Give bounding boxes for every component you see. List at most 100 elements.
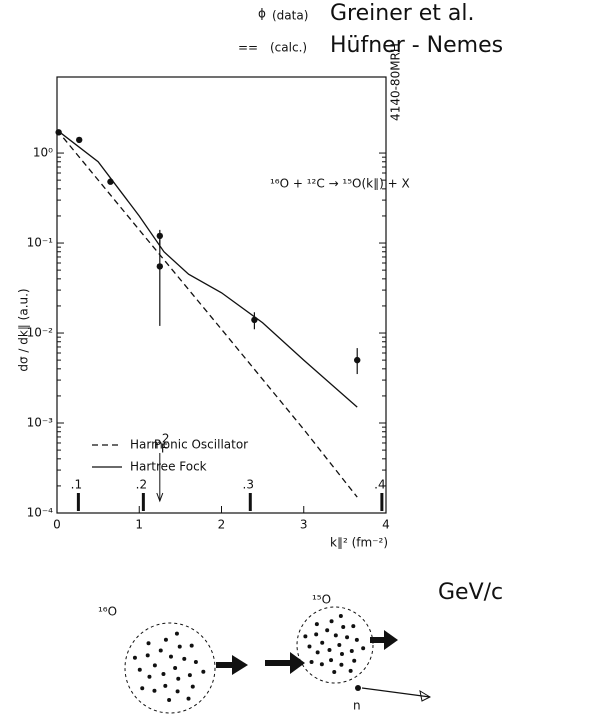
nucleon xyxy=(339,662,344,667)
data-point xyxy=(251,316,258,324)
nucleon xyxy=(186,696,191,701)
y-tick-label: 10⁻¹ xyxy=(27,236,54,250)
nucleon xyxy=(168,654,173,659)
curve xyxy=(56,129,358,408)
nucleon xyxy=(163,637,168,642)
nucleon xyxy=(146,641,151,646)
nucleon xyxy=(189,643,194,648)
nucleon xyxy=(167,697,172,702)
nucleon xyxy=(173,666,178,670)
nucleon xyxy=(175,689,180,694)
nucleon xyxy=(174,631,179,636)
nucleon xyxy=(307,644,312,649)
y-axis-label: dσ / dk∥ (a.u.) xyxy=(17,288,31,371)
legend-label: Hartree Fock xyxy=(130,460,207,474)
nucleon xyxy=(337,643,342,647)
neutron-label: n xyxy=(353,699,361,713)
data-point xyxy=(55,129,62,136)
nucleus-label: ¹⁶O xyxy=(98,605,117,619)
header-label: (data) xyxy=(272,9,308,23)
x-axis-label: k∥² (fm⁻²) xyxy=(330,536,388,550)
nucleon xyxy=(329,658,334,663)
nucleon xyxy=(140,686,145,691)
nucleon xyxy=(187,673,192,678)
nucleon xyxy=(161,671,166,676)
neutron xyxy=(355,685,361,691)
nucleon xyxy=(352,658,357,663)
nucleon xyxy=(132,655,137,660)
nucleon xyxy=(332,669,337,674)
nucleon xyxy=(201,669,206,674)
nucleon xyxy=(152,663,157,668)
reaction: ¹⁶O + ¹²C → ¹⁵O(k∥) + X xyxy=(270,177,410,191)
nucleon xyxy=(314,632,319,637)
data-point xyxy=(76,136,83,144)
nucleon xyxy=(349,648,354,653)
nucleon xyxy=(309,660,314,665)
nucleon xyxy=(158,648,163,653)
x-tick-label: 3 xyxy=(300,518,308,532)
nucleon xyxy=(354,637,359,642)
nucleon xyxy=(319,662,324,667)
y-tick-label: 10⁻³ xyxy=(27,416,54,430)
nucleon xyxy=(177,644,182,649)
momentum-unit: GeV/c xyxy=(438,580,503,605)
data-point xyxy=(107,178,114,185)
side-note: 4140-80MRH xyxy=(389,43,403,121)
nucleon xyxy=(338,613,343,618)
nucleon xyxy=(348,668,353,673)
nucleon xyxy=(320,640,325,645)
header-symbol: == xyxy=(238,41,258,55)
nucleon xyxy=(339,652,344,657)
nucleon xyxy=(315,650,320,655)
neutron-arrow xyxy=(361,687,431,698)
arrow xyxy=(265,652,305,674)
nucleon xyxy=(145,653,150,658)
nucleon xyxy=(351,624,356,629)
nucleon xyxy=(137,667,142,672)
nucleon xyxy=(193,659,198,664)
nucleon xyxy=(314,622,319,627)
y-tick-label: 10⁻⁴ xyxy=(27,506,54,520)
arrow xyxy=(216,655,248,675)
header-label: (calc.) xyxy=(270,41,307,55)
nucleon xyxy=(341,624,346,629)
data-point xyxy=(354,356,361,364)
y-tick-label: 10⁻² xyxy=(27,326,54,340)
nucleus xyxy=(296,606,374,684)
header-source: Hüfner - Nemes xyxy=(330,33,503,58)
nucleon xyxy=(329,619,334,624)
legend-label: Harmonic Oscillator xyxy=(130,438,248,452)
x-tick-label: 2 xyxy=(218,518,226,532)
nucleus-label: ¹⁵O xyxy=(312,593,331,607)
y-tick-label: 10⁰ xyxy=(33,146,53,160)
fermi-label: P xyxy=(154,438,161,452)
nucleon xyxy=(163,683,168,688)
arrow-head xyxy=(156,492,164,503)
nucleon xyxy=(361,646,366,651)
nucleon xyxy=(303,634,308,639)
fermi-sub: F xyxy=(161,442,168,456)
arrow xyxy=(370,630,398,650)
momentum-tick-label: .3 xyxy=(243,478,254,492)
nucleon xyxy=(190,684,195,689)
header-symbol: ɸ xyxy=(258,7,266,21)
header-source: Greiner et al. xyxy=(330,1,475,26)
momentum-tick-label: .2 xyxy=(136,478,147,492)
header: ɸ (data) Greiner et al. == (calc.) Hüfne… xyxy=(238,1,503,58)
nucleon xyxy=(176,676,181,681)
x-tick-label: 1 xyxy=(135,518,143,532)
data-point xyxy=(156,232,164,240)
x-tick-label: 0 xyxy=(53,518,61,532)
nucleus-diagram: ¹⁶O ¹⁵O n xyxy=(98,593,432,714)
nucleon xyxy=(345,635,350,640)
nucleon xyxy=(327,648,332,653)
nucleon xyxy=(147,674,152,679)
data-point xyxy=(156,263,164,270)
fermi-sup: 2 xyxy=(162,432,170,446)
momentum-tick-label: .4 xyxy=(374,478,385,492)
nucleon xyxy=(325,628,330,633)
x-tick-label: 4 xyxy=(382,518,390,532)
arrow-head xyxy=(419,689,432,702)
